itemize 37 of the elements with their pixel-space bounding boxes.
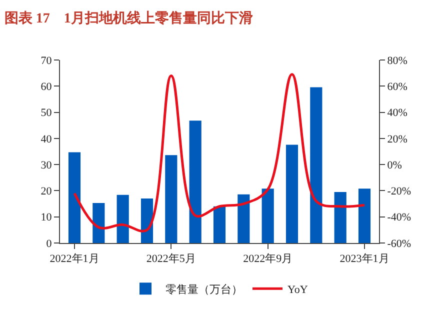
legend-label: 零售量（万台） bbox=[166, 282, 242, 296]
chart-title: 图表 17 1月扫地机线上零售量同比下滑 bbox=[4, 10, 253, 27]
line-series bbox=[73, 73, 366, 232]
y2-tick-label: 60% bbox=[387, 80, 408, 93]
y2-tick-label: -60% bbox=[387, 238, 412, 250]
x-tick-label: 2022年1月 bbox=[50, 253, 100, 266]
bar bbox=[238, 194, 250, 243]
y-tick-label: 10 bbox=[40, 212, 52, 224]
bar bbox=[358, 188, 371, 243]
bar bbox=[140, 198, 154, 243]
y2-tick-label: 80% bbox=[387, 54, 408, 67]
y2-tick-label: -40% bbox=[387, 212, 412, 224]
bar bbox=[286, 144, 298, 243]
y2-tick-label: 0% bbox=[387, 159, 402, 172]
bar bbox=[310, 87, 322, 243]
bar bbox=[92, 203, 105, 243]
y-tick-label: 70 bbox=[40, 54, 52, 67]
bar bbox=[116, 194, 129, 243]
bar bbox=[68, 152, 81, 243]
y-tick-label: 30 bbox=[40, 159, 52, 172]
bar bbox=[262, 188, 274, 243]
y-tick-label: 20 bbox=[40, 186, 52, 198]
bar bbox=[213, 206, 226, 243]
bar bbox=[334, 192, 346, 243]
y2-tick-label: -20% bbox=[387, 186, 412, 198]
bar bbox=[165, 155, 178, 243]
bar bbox=[189, 120, 202, 243]
y2-tick-label: 20% bbox=[387, 133, 408, 146]
y-tick-label: 0 bbox=[46, 238, 52, 250]
y-tick-label: 40 bbox=[40, 133, 52, 146]
y-tick-label: 50 bbox=[40, 107, 52, 120]
x-tick-label: 2022年9月 bbox=[243, 253, 293, 266]
y2-tick-label: 40% bbox=[387, 107, 408, 120]
x-tick-label: 2023年1月 bbox=[340, 253, 390, 266]
y-tick-label: 60 bbox=[40, 80, 52, 93]
legend-label: YoY bbox=[288, 284, 308, 296]
x-tick-label: 2022年5月 bbox=[146, 253, 196, 266]
